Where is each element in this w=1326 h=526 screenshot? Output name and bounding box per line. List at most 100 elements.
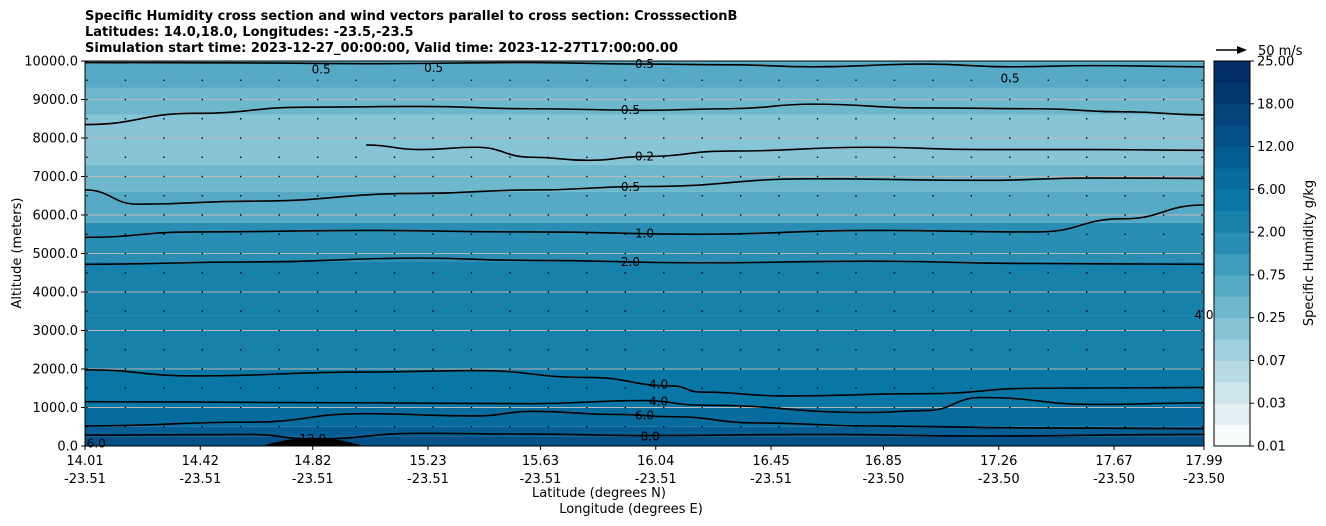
wind-vector — [586, 291, 588, 293]
wind-vector — [316, 233, 319, 235]
wind-vector — [163, 252, 165, 255]
wind-vector — [932, 156, 934, 158]
wind-vector — [932, 195, 934, 197]
wind-vector — [163, 291, 165, 293]
wind-vector — [1201, 214, 1203, 216]
colorbar-tick-label-8: 18.00 — [1257, 97, 1294, 112]
wind-vector — [1162, 252, 1165, 255]
wind-vector — [201, 214, 203, 216]
wind-vector — [547, 291, 550, 293]
wind-vector — [778, 252, 780, 255]
wind-vector — [1086, 368, 1088, 370]
contour-line-2 — [366, 144, 1204, 162]
contour-label-2: 0.2 — [635, 149, 654, 163]
wind-vector — [355, 349, 357, 351]
x-tick-label-lon-10: -23.50 — [1183, 472, 1225, 487]
wind-vector — [739, 137, 742, 139]
wind-vector — [316, 214, 319, 216]
wind-vector — [201, 310, 203, 312]
wind-vector — [586, 310, 588, 312]
wind-vector — [855, 368, 857, 370]
wind-vector — [163, 137, 165, 139]
contour-label-7: 4.0 — [649, 395, 668, 409]
contour-line-8 — [85, 410, 1204, 430]
wind-vector — [816, 118, 819, 120]
wind-vector — [470, 175, 473, 178]
wind-vector — [201, 387, 203, 389]
wind-vector — [932, 98, 934, 101]
wind-vector — [124, 98, 127, 101]
wind-vector — [163, 272, 165, 274]
colorbar-segment-2 — [1214, 381, 1250, 404]
wind-vector — [663, 79, 665, 81]
wind-vector — [893, 406, 896, 409]
wind-vector — [586, 137, 588, 139]
wind-vector — [778, 175, 780, 178]
wind-vector — [432, 137, 434, 139]
wind-vector — [663, 406, 665, 409]
wind-vector — [624, 175, 626, 178]
wind-vector — [278, 175, 280, 178]
wind-vector — [932, 387, 934, 389]
wind-vector — [816, 329, 819, 332]
wind-vector — [970, 214, 973, 216]
x-tick-label-lon-4: -23.51 — [520, 472, 562, 487]
wind-vector — [509, 406, 511, 409]
wind-vector — [778, 310, 780, 312]
wind-vector — [624, 233, 626, 235]
wind-vector — [278, 252, 280, 255]
x-tick-label-lat-2: 14.82 — [294, 454, 331, 469]
wind-vector — [1162, 272, 1165, 274]
wind-vector — [278, 233, 280, 235]
horizontal-grid — [85, 99, 1204, 408]
wind-vector — [1201, 349, 1203, 351]
wind-vector — [355, 233, 357, 235]
wind-vector — [470, 137, 473, 139]
colorbar-segment-6 — [1214, 296, 1250, 319]
wind-vector — [816, 79, 819, 81]
wind-vector — [509, 387, 511, 389]
wind-vector — [124, 156, 127, 158]
wind-vector — [701, 195, 703, 197]
contour-extra-label-1: 0.5 — [424, 61, 443, 75]
wind-vector — [1009, 349, 1011, 351]
wind-vector — [1162, 137, 1165, 139]
wind-vector — [970, 291, 973, 293]
wind-vector — [1086, 175, 1088, 178]
wind-vector — [509, 79, 511, 81]
wind-vector — [970, 233, 973, 235]
y-tick-label-0: 0.0 — [57, 440, 78, 455]
wind-vector — [816, 175, 819, 178]
wind-vector — [970, 349, 973, 351]
chart-title-line-2: Latitudes: 14.0,18.0, Longitudes: -23.5,… — [85, 25, 414, 40]
x-tick-label-lat-4: 15.63 — [522, 454, 559, 469]
wind-vector — [739, 387, 742, 389]
wind-vector — [124, 175, 127, 178]
wind-vector — [86, 214, 88, 216]
wind-vector — [970, 79, 973, 81]
wind-vector — [1009, 291, 1011, 293]
wind-vector — [701, 329, 703, 332]
humidity-band-4 — [85, 191, 1204, 223]
wind-vector — [470, 406, 473, 409]
wind-vector — [1162, 368, 1165, 370]
wind-vector — [316, 98, 319, 101]
wind-vector — [586, 118, 588, 120]
colorbar-frame — [1213, 60, 1251, 447]
wind-vector — [739, 291, 742, 293]
wind-vector — [778, 118, 780, 120]
wind-vector — [432, 368, 434, 370]
wind-vector — [1009, 214, 1011, 216]
wind-vector — [393, 118, 396, 120]
wind-vector — [855, 175, 857, 178]
contour-label-6: 4.0 — [649, 378, 668, 392]
wind-vector — [355, 387, 357, 389]
x-tick-label-lon-9: -23.50 — [1093, 472, 1135, 487]
wind-vector — [624, 329, 626, 332]
wind-vector — [393, 272, 396, 274]
wind-vector — [393, 137, 396, 139]
wind-vector — [240, 426, 242, 428]
wind-vector — [201, 329, 203, 332]
wind-vector — [316, 156, 319, 158]
wind-vector — [509, 426, 511, 428]
